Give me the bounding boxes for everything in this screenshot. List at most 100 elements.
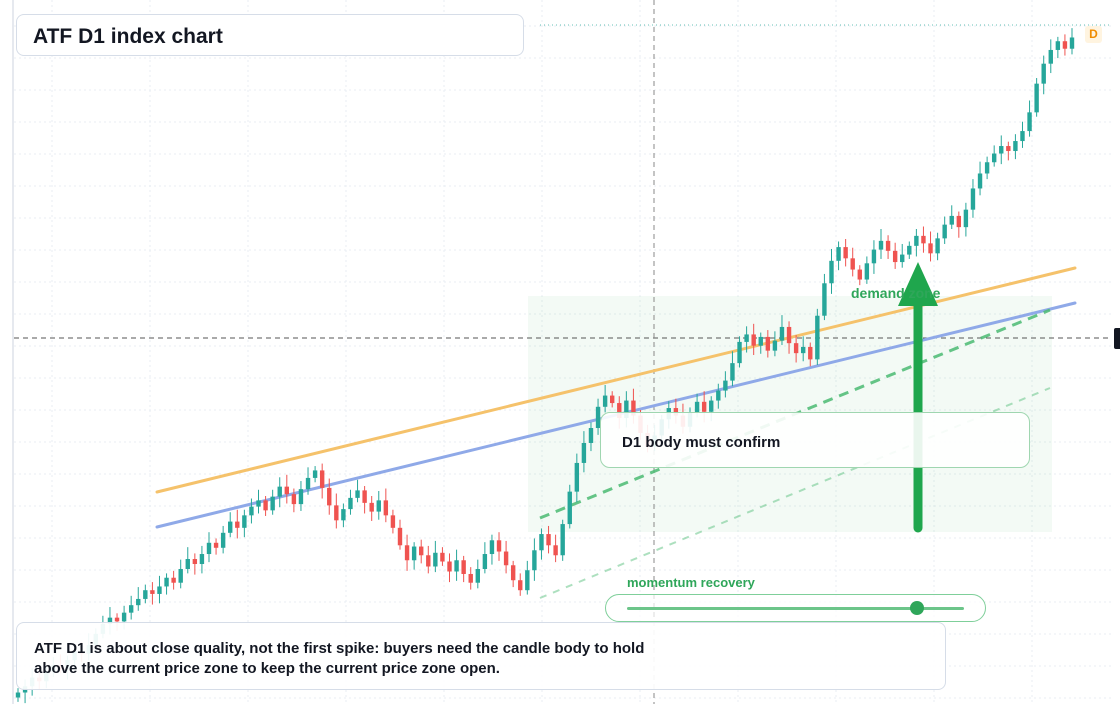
candle-body xyxy=(907,245,912,255)
candle-body xyxy=(249,506,254,516)
candle-body xyxy=(900,254,905,263)
candle-body xyxy=(270,496,275,511)
candle-body xyxy=(107,617,113,624)
candle-body xyxy=(921,235,926,244)
candle-body xyxy=(701,401,707,412)
candle-body xyxy=(157,586,162,594)
candle-body xyxy=(758,336,763,346)
momentum-slider-thumb[interactable] xyxy=(909,601,924,615)
candle-body xyxy=(850,258,855,270)
chart-title: ATF D1 index chart xyxy=(33,25,223,48)
candle-body xyxy=(730,363,735,381)
chart-title-box: ATF D1 index chart xyxy=(16,14,524,56)
candle-body xyxy=(1027,112,1032,132)
candle-body xyxy=(419,546,424,556)
candle-body xyxy=(468,573,473,583)
candle-body xyxy=(1069,37,1075,49)
candle-body xyxy=(970,188,976,210)
candle-body xyxy=(588,428,594,443)
candle-body xyxy=(786,326,792,344)
candle-body xyxy=(602,395,608,407)
candle-body xyxy=(836,247,841,261)
candle-body xyxy=(800,346,806,354)
candle-body xyxy=(525,570,530,591)
candle-body xyxy=(341,509,346,521)
candle-body xyxy=(737,341,742,364)
candle-body xyxy=(617,403,622,419)
candle-body xyxy=(178,568,183,583)
candle-body xyxy=(390,515,396,528)
candle-body xyxy=(942,224,947,239)
candle-body xyxy=(878,240,884,250)
candle-body xyxy=(991,153,997,163)
candle-body xyxy=(574,462,580,492)
candle-body xyxy=(744,334,749,342)
candle-body xyxy=(553,545,558,556)
confirm-callout: D1 body must confirm xyxy=(600,412,1030,468)
momentum-slider[interactable] xyxy=(605,594,986,622)
candle-body xyxy=(440,552,445,562)
candle-body xyxy=(355,490,360,498)
candle-body xyxy=(475,568,480,583)
candle-body xyxy=(1034,83,1039,113)
candle-body xyxy=(447,561,452,572)
candle-body xyxy=(694,401,700,414)
candle-body xyxy=(433,552,438,567)
candle-body xyxy=(595,406,601,429)
candle-body xyxy=(150,590,155,594)
candle-body xyxy=(999,146,1004,154)
candle-body xyxy=(171,577,176,583)
candle-body xyxy=(206,542,212,555)
candle-body xyxy=(857,269,862,280)
candle-body xyxy=(362,490,367,503)
candle-body xyxy=(235,521,240,528)
candle-body xyxy=(716,390,721,401)
candle-body xyxy=(539,534,544,551)
candle-body xyxy=(192,559,198,565)
candle-body xyxy=(327,487,332,506)
candle-body xyxy=(765,336,771,351)
candle-body xyxy=(454,560,459,572)
candle-body xyxy=(256,500,261,507)
candle-body xyxy=(277,486,282,497)
candle-body xyxy=(864,263,870,280)
candle-body xyxy=(128,605,134,613)
candle-body xyxy=(892,250,898,263)
candle-body xyxy=(631,400,636,416)
candle-body xyxy=(567,491,572,525)
candle-body xyxy=(284,486,290,495)
candle-body xyxy=(136,598,141,606)
candle-body xyxy=(1062,41,1068,49)
candle-body xyxy=(1020,131,1025,142)
candle-body xyxy=(822,283,827,316)
momentum-slider-track xyxy=(627,607,964,610)
candle-body xyxy=(928,243,933,254)
candle-body xyxy=(709,400,714,412)
candle-body xyxy=(1055,41,1061,50)
candle-body xyxy=(482,554,488,569)
candle-body xyxy=(532,550,537,571)
candle-body xyxy=(334,505,339,521)
demand-zone-label: demand zone xyxy=(851,285,941,301)
candle-body xyxy=(426,555,431,567)
candle-body xyxy=(610,395,615,404)
candle-body xyxy=(546,534,551,546)
candle-body xyxy=(383,500,389,516)
note-text: ATF D1 is about close quality, not the f… xyxy=(34,640,645,677)
candle-body xyxy=(305,477,311,490)
candle-body xyxy=(673,408,679,416)
candle-body xyxy=(510,565,516,581)
timeframe-badge[interactable]: D xyxy=(1085,26,1102,43)
candle-body xyxy=(779,326,785,341)
candle-body xyxy=(984,162,990,174)
candle-body xyxy=(143,590,148,599)
candle-body xyxy=(1006,146,1011,152)
candle-body xyxy=(935,238,940,254)
candle-body xyxy=(213,542,219,548)
left-edge xyxy=(12,0,14,704)
confirm-callout-label: D1 body must confirm xyxy=(622,434,781,451)
momentum-label: momentum recovery xyxy=(627,575,755,590)
candle-body xyxy=(829,260,834,284)
candle-body xyxy=(751,334,756,346)
candle-body xyxy=(871,249,877,264)
